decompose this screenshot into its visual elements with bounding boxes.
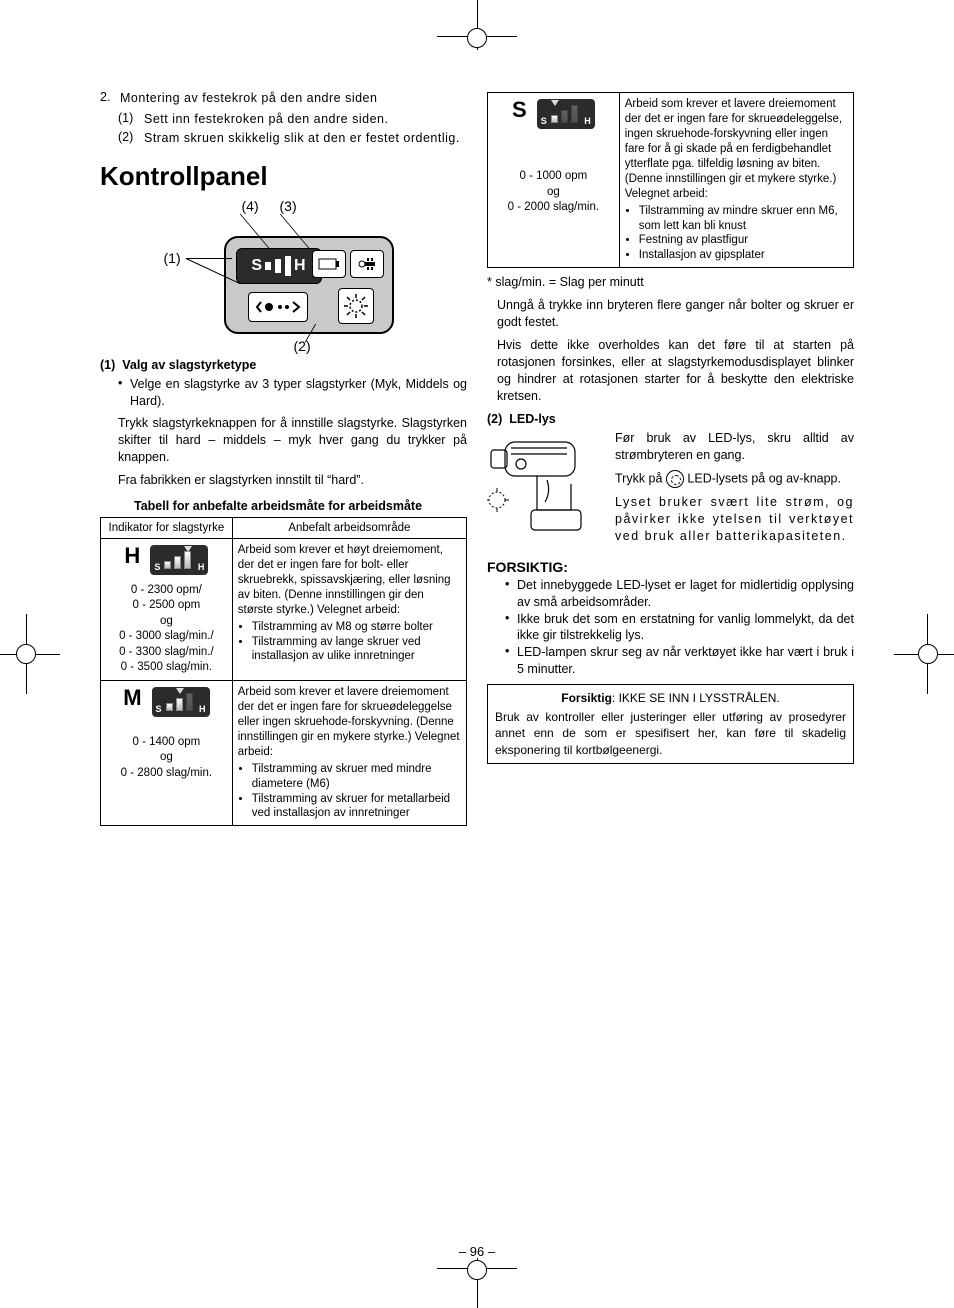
- tool-illustration: [487, 430, 607, 540]
- light-icon: [666, 470, 684, 488]
- impact-mode-button: [248, 292, 308, 322]
- paragraph: Fra fabrikken er slagstyrken innstilt ti…: [118, 472, 467, 489]
- rec-text: Arbeid som krever et høyt dreiemoment, d…: [238, 543, 461, 618]
- gauge-icon: SH: [537, 99, 595, 129]
- speed-range: 0 - 2300 opm/ 0 - 2500 opm og 0 - 3000 s…: [106, 583, 227, 676]
- left-column: 2. Montering av festekrok på den andre s…: [100, 90, 467, 826]
- speed-range: 0 - 1400 opm og 0 - 2800 slag/min.: [106, 735, 227, 782]
- table-row-m: M SH 0 - 1400 opm og 0 - 2800 slag/min. …: [101, 680, 467, 825]
- mode-letter: M: [123, 685, 141, 711]
- callout-2: (2): [294, 338, 311, 354]
- caution-item: •Det innebyggede LED-lyset er laget for …: [505, 577, 854, 611]
- table-header: Indikator for slagstyrke: [101, 517, 233, 538]
- rec-item: Installasjon av gipsplater: [639, 248, 848, 263]
- rec-item: Tilstramming av skruer med mindre diamet…: [252, 762, 461, 792]
- rec-item: Tilstramming av lange skruer ved install…: [252, 635, 461, 665]
- right-column: S SH 0 - 1000 opm og 0 - 2000 slag/min. …: [487, 90, 854, 826]
- speed-range: 0 - 1000 opm og 0 - 2000 slag/min.: [493, 169, 614, 216]
- bullet-text: Velge en slagstyrke av 3 typer slagstyrk…: [130, 376, 467, 410]
- crop-mark: [467, 1260, 487, 1280]
- recommended-work-table: Indikator for slagstyrke Anbefalt arbeid…: [100, 517, 467, 827]
- display-s-label: S: [251, 257, 262, 275]
- paragraph: Unngå å trykke inn bryteren flere ganger…: [487, 297, 854, 331]
- substep-text: Sett inn festekroken på den andre siden.: [144, 111, 467, 128]
- gauge-icon: SH: [152, 687, 210, 717]
- step-number: 2.: [100, 90, 120, 107]
- warning-title: : IKKE SE INN I LYSSTRÅLEN.: [612, 691, 780, 705]
- control-panel-figure: S H (4): [164, 198, 404, 348]
- mode-button: [350, 250, 384, 278]
- recommended-work-table-cont: S SH 0 - 1000 opm og 0 - 2000 slag/min. …: [487, 92, 854, 268]
- caution-heading: FORSIKTIG:: [487, 559, 854, 575]
- bullet-item: • Velge en slagstyrke av 3 typer slagsty…: [118, 376, 467, 410]
- callout-4: (4): [242, 198, 259, 214]
- table-header: Anbefalt arbeidsområde: [232, 517, 466, 538]
- footnote: * slag/min. = Slag per minutt: [487, 274, 854, 291]
- mode-letter: H: [124, 543, 140, 569]
- light-button: [338, 288, 374, 324]
- rec-item: Tilstramming av skruer for metallarbeid …: [252, 792, 461, 822]
- rec-text: Arbeid som krever et lavere dreiemoment …: [238, 685, 461, 760]
- subsection-2-head: (2) LED-lys: [487, 412, 854, 426]
- substep-text: Stram skruen skikkelig slik at den er fe…: [144, 130, 467, 147]
- rec-item: Tilstramming av M8 og større bolter: [252, 620, 461, 635]
- mode-letter: S: [512, 97, 527, 123]
- caution-item: •LED-lampen skrur seg av når verktøyet i…: [505, 644, 854, 678]
- text-fragment: LED-lysets på og av-knapp.: [687, 471, 841, 485]
- rec-item: Festning av plastfigur: [639, 233, 848, 248]
- text-fragment: Trykk på: [615, 471, 666, 485]
- table-title: Tabell for anbefalte arbeidsmåte for arb…: [100, 499, 467, 513]
- section-heading: Kontrollpanel: [100, 161, 467, 192]
- step-text: Montering av festekrok på den andre side…: [120, 90, 467, 107]
- subsection-1-head: (1) Valg av slagstyrketype: [100, 358, 467, 372]
- table-row-h: H SH 0 - 2300 opm/ 0 - 2500 opm og 0 - 3…: [101, 538, 467, 680]
- step-2: 2. Montering av festekrok på den andre s…: [100, 90, 467, 107]
- caution-item: •Ikke bruk det som en erstatning for van…: [505, 611, 854, 645]
- warning-box: Forsiktig: IKKE SE INN I LYSSTRÅLEN. Bru…: [487, 684, 854, 764]
- paragraph: Hvis dette ikke overholdes kan det føre …: [487, 337, 854, 405]
- substep-number: (1): [118, 111, 144, 128]
- battery-button: [312, 250, 346, 278]
- display-h-label: H: [294, 257, 306, 275]
- warning-body: Bruk av kontroller eller justeringer ell…: [495, 709, 846, 758]
- gauge-icon: SH: [150, 545, 208, 575]
- rec-item: Tilstramming av mindre skruer enn M6, so…: [639, 204, 848, 234]
- substep-2-2: (2) Stram skruen skikkelig slik at den e…: [118, 130, 467, 147]
- substep-2-1: (1) Sett inn festekroken på den andre si…: [118, 111, 467, 128]
- page-number: – 96 –: [0, 1244, 954, 1259]
- substep-number: (2): [118, 130, 144, 147]
- callout-3: (3): [280, 198, 297, 214]
- callout-1: (1): [164, 250, 181, 266]
- rec-text: Arbeid som krever et lavere dreiemoment …: [625, 97, 848, 202]
- paragraph: Trykk slagstyrkeknappen for å innstille …: [118, 415, 467, 466]
- impact-display: S H: [236, 248, 322, 284]
- table-row-s: S SH 0 - 1000 opm og 0 - 2000 slag/min. …: [488, 93, 854, 268]
- warning-label: Forsiktig: [561, 691, 612, 705]
